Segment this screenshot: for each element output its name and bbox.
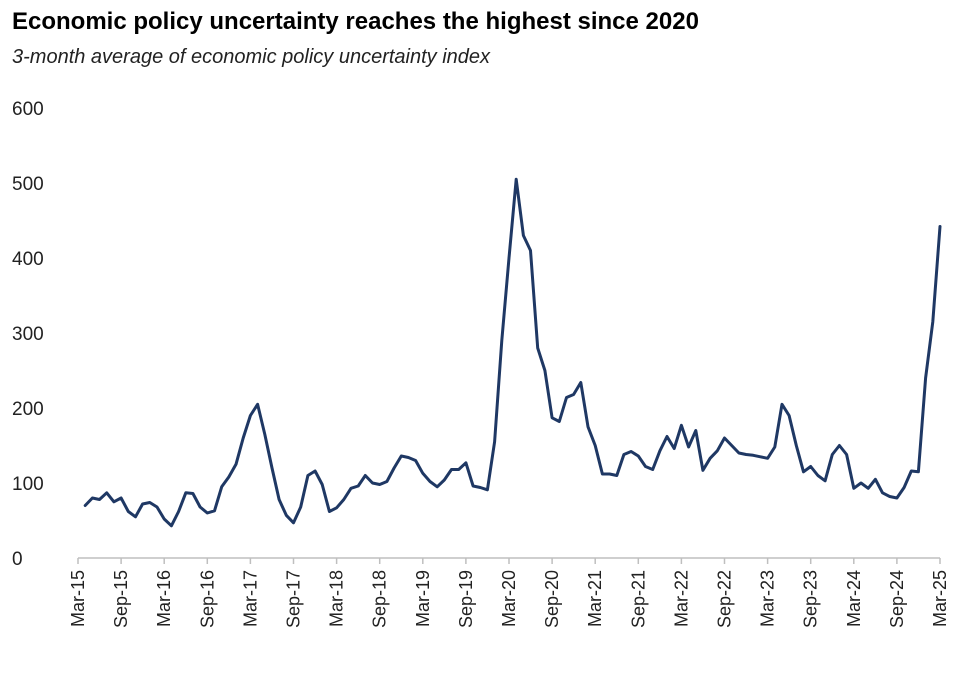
- x-axis-ticks: Mar-15 Sep-15 Mar-16 Sep-16 Mar-17 Sep-17 Mar-…: [68, 558, 950, 628]
- x-tick-label: Sep-17: [284, 570, 304, 628]
- x-tick-label: Mar-15: [68, 570, 88, 627]
- x-tick-label: Mar-25: [930, 570, 950, 627]
- x-tick-label: Sep-18: [370, 570, 390, 628]
- chart-subtitle: 3-month average of economic policy uncer…: [12, 46, 491, 68]
- x-tick-label: Sep-21: [628, 570, 648, 628]
- x-tick-label: Mar-18: [327, 570, 347, 627]
- x-tick-label: Sep-22: [715, 570, 735, 628]
- series-line: [83, 177, 942, 528]
- y-tick-label: 100: [12, 474, 44, 495]
- x-tick-label: Sep-23: [801, 570, 821, 628]
- x-tick-label: Sep-19: [456, 570, 476, 628]
- x-tick-label: Mar-17: [240, 570, 260, 627]
- x-tick-label: Mar-20: [499, 570, 519, 627]
- chart-title: Economic policy uncertainty reaches the …: [12, 8, 699, 35]
- y-tick-label: 600: [12, 99, 44, 120]
- y-axis-ticks: 0 100 200 300 400 500 600: [12, 99, 44, 570]
- x-tick-label: Mar-22: [671, 570, 691, 627]
- x-tick-label: Sep-24: [887, 570, 907, 628]
- x-tick-label: Sep-16: [197, 570, 217, 628]
- y-tick-label: 300: [12, 324, 44, 345]
- x-tick-label: Mar-21: [585, 570, 605, 627]
- x-tick-label: Mar-24: [844, 570, 864, 627]
- x-tick-label: Sep-20: [542, 570, 562, 628]
- y-tick-label: 200: [12, 399, 44, 420]
- x-tick-label: Mar-16: [154, 570, 174, 627]
- y-tick-label: 500: [12, 174, 44, 195]
- x-tick-label: Sep-15: [111, 570, 131, 628]
- y-tick-label: 400: [12, 249, 44, 270]
- y-tick-label: 0: [12, 549, 23, 570]
- x-tick-label: Mar-19: [413, 570, 433, 627]
- x-tick-label: Mar-23: [758, 570, 778, 627]
